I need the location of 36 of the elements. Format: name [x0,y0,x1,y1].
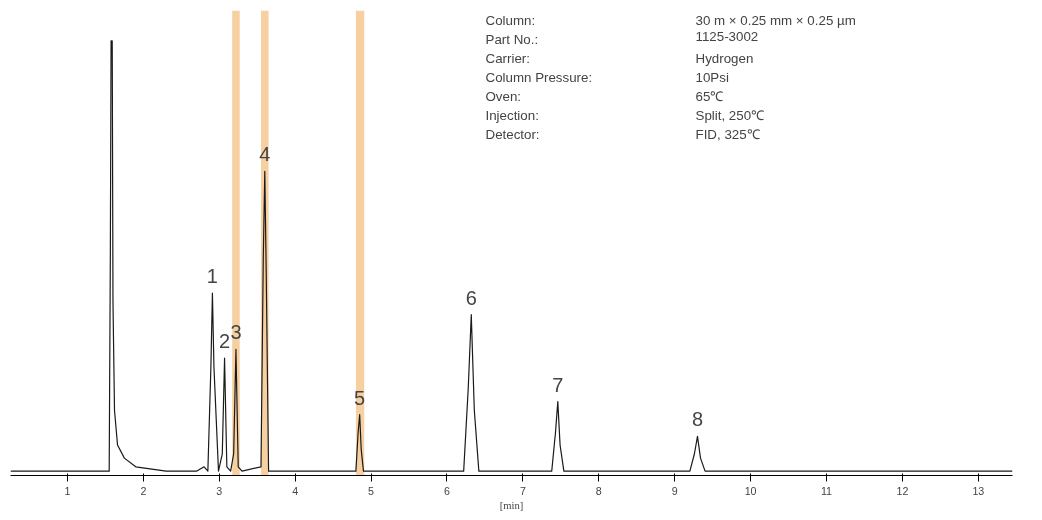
annotation: 10Psi [695,69,729,85]
annotation: Split, 250℃ [695,107,765,123]
x-tick-label: 8 [595,484,602,497]
annotation: 1 [206,264,218,287]
annotation: Hydrogen [695,50,754,66]
x-tick-label: 1 [64,484,71,497]
x-tick-label: 2 [140,484,147,497]
x-tick-label: 7 [519,484,526,497]
annotation: 6 [465,286,477,309]
annotation: 65℃ [695,88,724,104]
annotation: 2 [219,330,231,353]
annotation: Column Pressure: [485,69,593,85]
x-tick-label: 12 [896,484,909,497]
x-tick-label: 10 [744,484,757,497]
annotation: Detector: [485,126,540,142]
x-tick-label: 11 [820,484,833,497]
annotation: Oven: [485,88,522,104]
annotation: 8 [691,408,704,431]
annotation: Injection: [485,107,539,123]
text: 30 m × 0.25 mm × 0.25 µm [695,12,856,28]
x-axis-title: [min] [499,499,524,511]
annotation: 5 [354,386,366,409]
annotation: Carrier: [485,50,530,66]
annotation: 3 [230,321,242,344]
annotation: 7 [552,373,564,396]
x-tick-label: 13 [972,484,985,497]
text: Column: [485,12,536,28]
x-tick-label: 6 [444,484,451,497]
x-tick-label: 9 [671,484,678,497]
annotation: FID, 325℃ [695,126,760,142]
annotation: Part No.: [485,31,539,47]
annotation: 4 [259,143,271,166]
x-tick-label: 4 [292,484,299,497]
x-tick-label: 5 [368,484,375,497]
annotation: 1125-3002 [695,28,759,44]
x-tick-label: 3 [216,484,223,497]
